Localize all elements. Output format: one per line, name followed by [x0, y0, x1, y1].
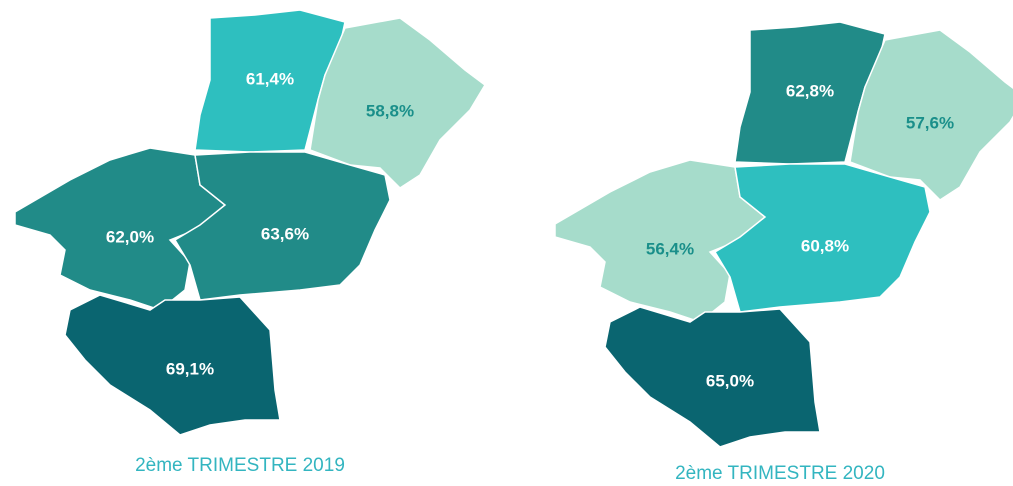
region-label: 65,0%	[706, 371, 754, 390]
region-label: 69,1%	[166, 359, 214, 378]
region-label: 57,6%	[906, 113, 954, 132]
map: 62,8% 57,6% 56,4% 60,8% 65,0% 2ème TRIMESTRE …	[554, 21, 1013, 484]
region-label: 61,4%	[246, 69, 294, 88]
map-caption: 2ème TRIMESTRE 2020	[675, 463, 885, 484]
region-label: 60,8%	[801, 236, 849, 255]
region-label: 62,0%	[106, 227, 154, 246]
region	[173, 151, 391, 301]
region	[309, 17, 486, 189]
region	[713, 163, 931, 313]
region-label: 63,6%	[261, 224, 309, 243]
map: 61,4% 58,8% 62,0% 63,6% 69,1% 2ème TRIMESTRE …	[14, 9, 486, 476]
region-label: 56,4%	[646, 239, 694, 258]
region	[604, 306, 821, 448]
region	[849, 29, 1013, 201]
region-label: 62,8%	[786, 81, 834, 100]
region	[64, 294, 281, 436]
map-caption: 2ème TRIMESTRE 2019	[135, 455, 345, 476]
region-label: 58,8%	[366, 101, 414, 120]
